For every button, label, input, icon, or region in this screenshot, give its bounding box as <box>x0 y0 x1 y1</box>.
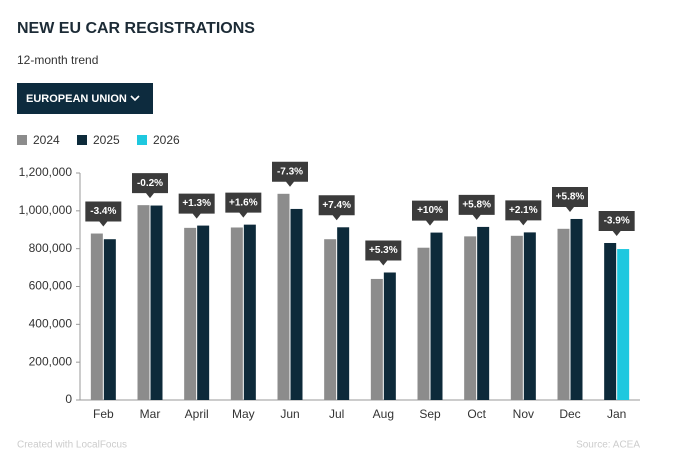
x-tick-label: Nov <box>513 407 534 421</box>
bar <box>324 239 337 400</box>
change-label-box <box>225 192 262 218</box>
bar <box>430 232 443 400</box>
x-tick-label: May <box>232 407 255 421</box>
legend-swatch <box>137 135 147 145</box>
bar <box>230 227 243 400</box>
change-label: +10% <box>417 205 443 216</box>
change-label-box <box>412 200 448 226</box>
subtitle: 12-month trend <box>17 53 98 67</box>
x-tick-label: Dec <box>559 407 580 421</box>
bar <box>604 242 617 400</box>
source: Source: ACEA <box>576 440 640 451</box>
bar <box>383 272 396 400</box>
change-label-box <box>505 200 542 226</box>
change-label-box <box>85 201 122 227</box>
change-label: +5.8% <box>462 200 491 211</box>
dropdown-button[interactable] <box>17 83 153 114</box>
bar <box>617 249 630 400</box>
x-tick-label: Jul <box>329 407 344 421</box>
change-label-box <box>365 240 402 266</box>
change-label-box <box>318 195 355 221</box>
x-tick-label: Jan <box>607 407 626 421</box>
change-label: +2.1% <box>509 205 538 216</box>
change-label: -0.2% <box>137 178 163 189</box>
change-label-box <box>598 210 635 236</box>
bar <box>417 247 430 400</box>
y-tick-label: 1,000,000 <box>19 203 73 217</box>
x-tick-label: Feb <box>93 407 114 421</box>
change-label-box <box>132 173 168 199</box>
change-label-box <box>458 194 495 220</box>
legend-label: 2026 <box>153 133 180 147</box>
bar <box>197 225 210 400</box>
change-label-box <box>552 186 588 212</box>
x-tick-label: Sep <box>419 407 441 421</box>
bar <box>277 193 290 400</box>
y-tick-label: 400,000 <box>29 317 73 331</box>
bar <box>510 235 523 400</box>
bar <box>557 228 570 400</box>
change-label: +1.3% <box>182 198 211 209</box>
bar <box>290 208 303 400</box>
y-tick-label: 1,200,000 <box>19 165 73 179</box>
change-label: +5.8% <box>556 192 585 203</box>
bar <box>523 232 536 400</box>
change-label: +7.4% <box>322 200 351 211</box>
y-tick-label: 800,000 <box>29 241 73 255</box>
x-tick-label: Aug <box>373 407 394 421</box>
change-label-box <box>272 161 308 187</box>
legend-swatch <box>77 135 87 145</box>
bar <box>477 226 490 400</box>
change-label: -3.4% <box>90 206 116 217</box>
legend-swatch <box>17 135 27 145</box>
dropdown-arrow[interactable] <box>130 95 140 102</box>
bar <box>337 227 350 400</box>
dropdown-label[interactable]: EUROPEAN UNION <box>26 93 127 105</box>
credit: Created with LocalFocus <box>17 440 127 451</box>
change-label: +5.3% <box>369 245 398 256</box>
x-tick-label: Mar <box>140 407 161 421</box>
bar <box>464 236 477 400</box>
bar <box>370 278 383 400</box>
bar <box>243 224 256 400</box>
legend-label: 2024 <box>33 133 60 147</box>
change-label: -7.3% <box>277 166 303 177</box>
x-tick-label: Oct <box>467 407 486 421</box>
bar <box>103 239 116 400</box>
bar <box>150 205 163 400</box>
bar <box>184 227 197 400</box>
bar <box>137 205 150 400</box>
y-tick-label: 600,000 <box>29 279 73 293</box>
y-tick-label: 200,000 <box>29 354 73 368</box>
legend-label: 2025 <box>93 133 120 147</box>
change-label: +1.6% <box>229 197 258 208</box>
dropdown[interactable]: EUROPEAN UNION <box>17 83 153 114</box>
bar <box>90 233 103 400</box>
x-tick-label: April <box>185 407 209 421</box>
change-label-box <box>178 193 215 219</box>
chart-title: NEW EU CAR REGISTRATIONS <box>17 20 255 37</box>
change-label: -3.9% <box>604 216 630 227</box>
bar <box>570 218 583 400</box>
y-tick-label: 0 <box>65 392 72 406</box>
x-tick-label: Jun <box>280 407 299 421</box>
